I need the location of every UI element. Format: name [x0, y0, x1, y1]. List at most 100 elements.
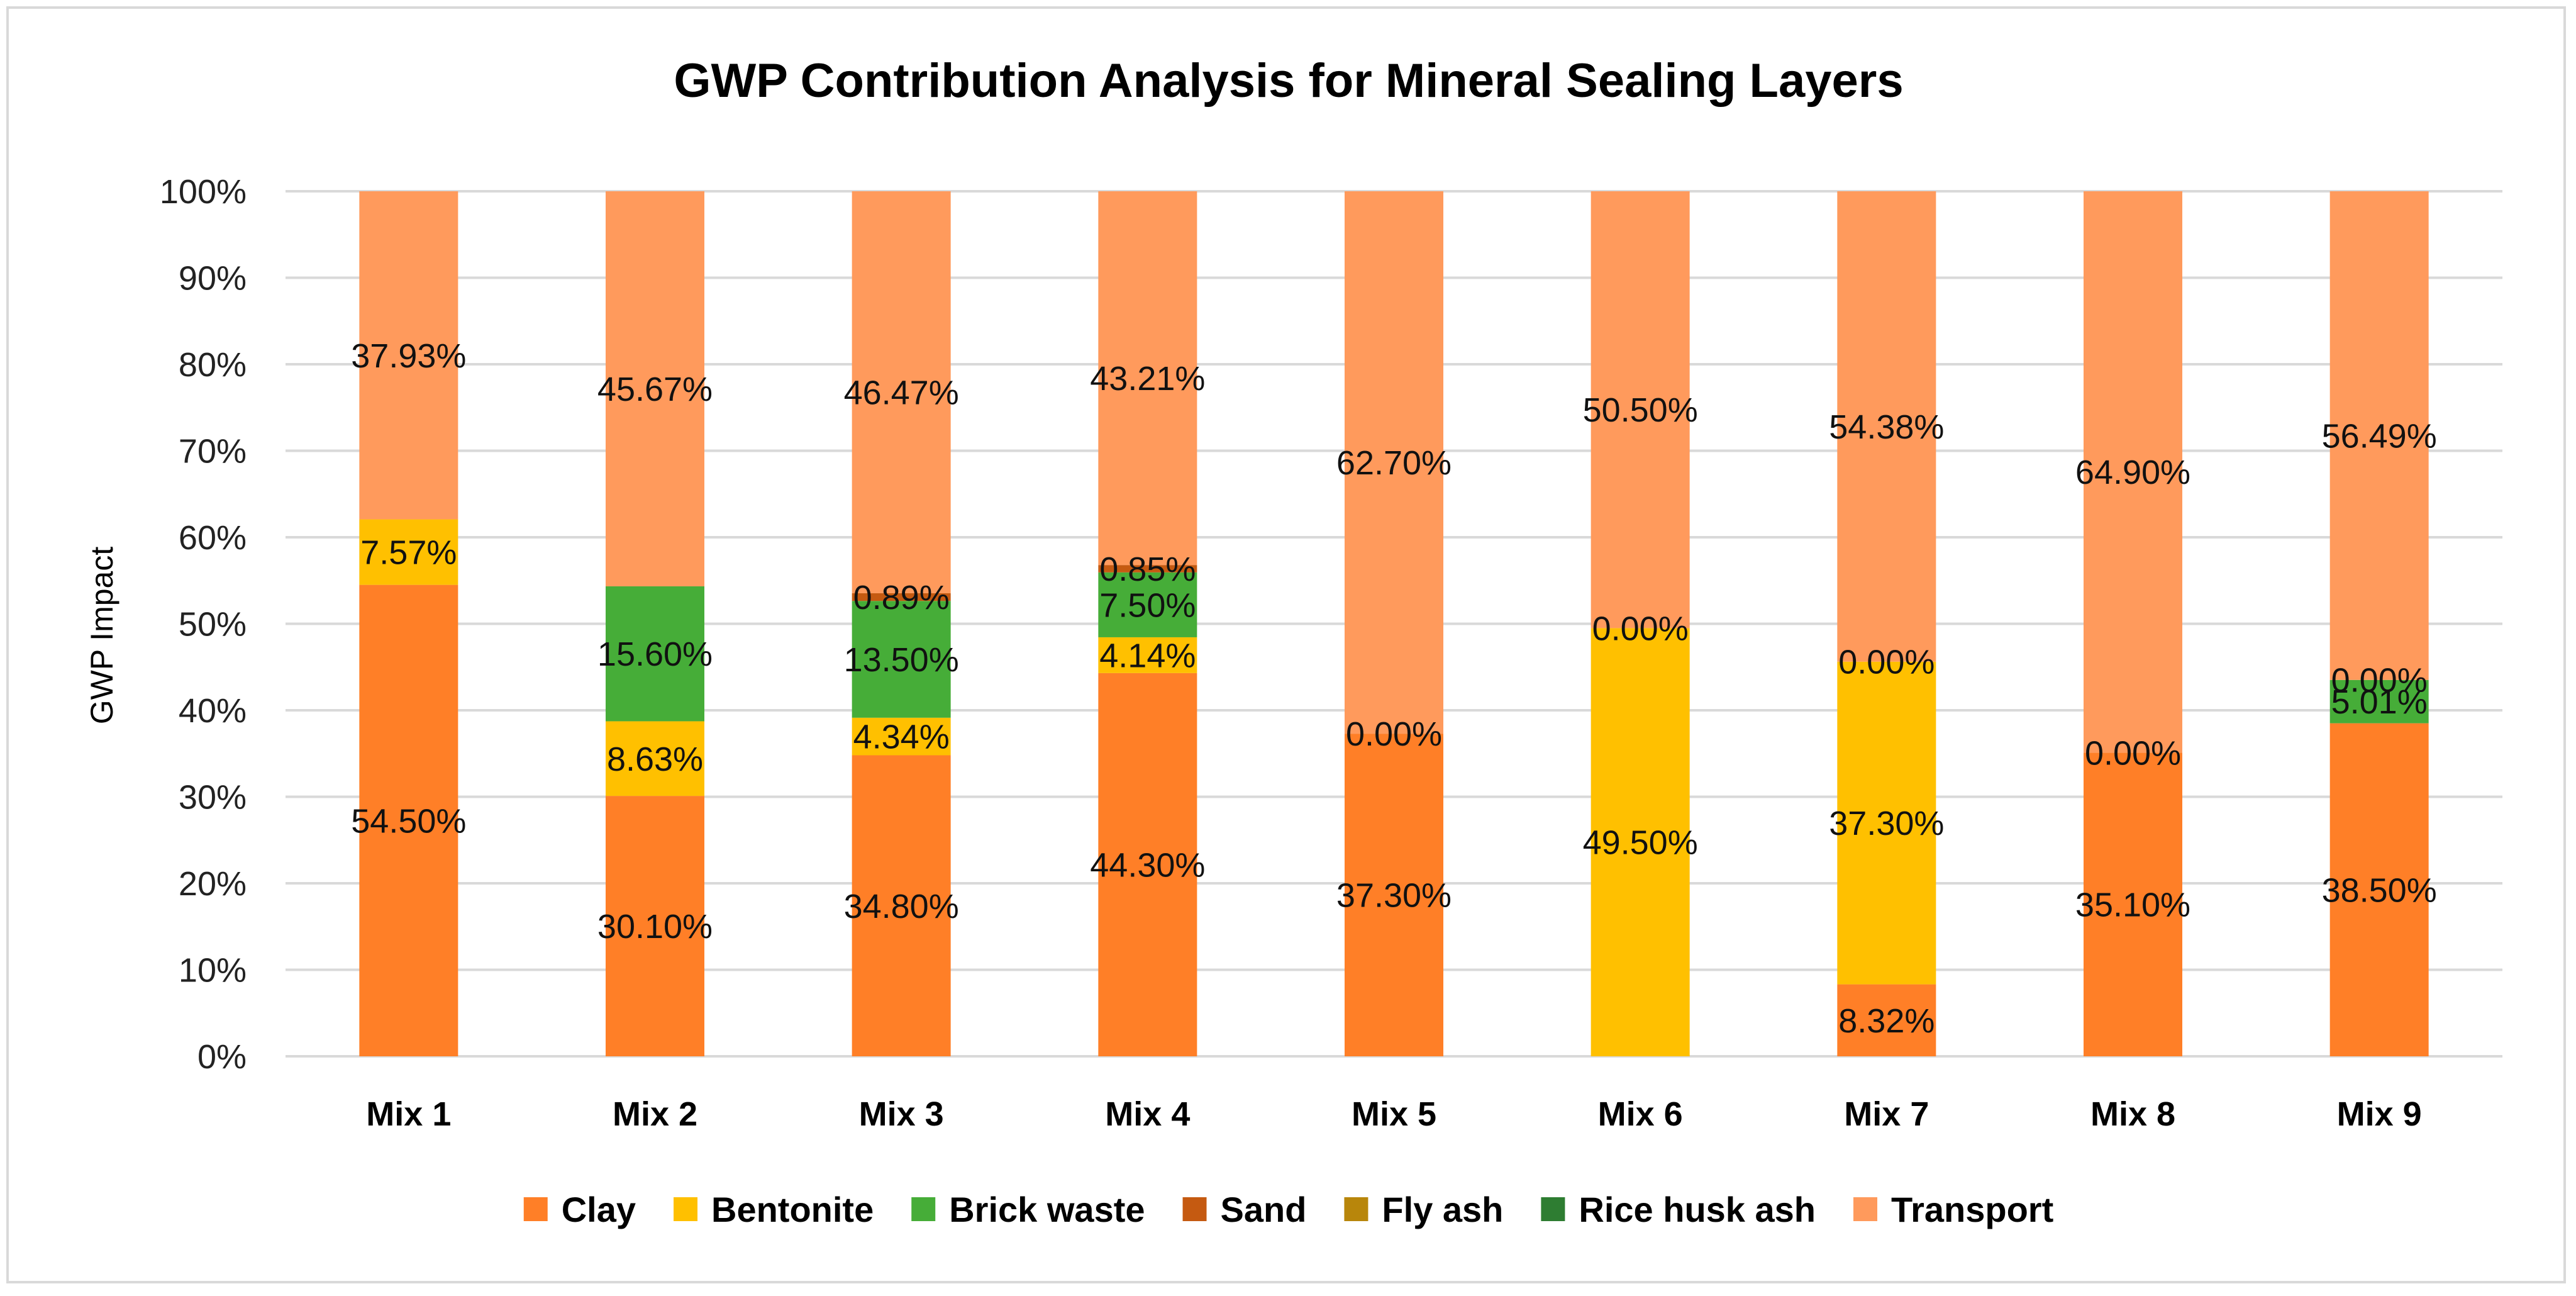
data-label: 37.30%	[1829, 805, 1944, 842]
y-tick-label: 90%	[179, 260, 247, 298]
bar-segment	[1098, 572, 1197, 637]
y-axis-ticks: 0% 10% 20% 30% 40% 50% 60% 70% 80% 90% 100%	[160, 173, 247, 1076]
x-category-label: Mix 7	[1844, 1095, 1929, 1133]
bar-segment	[606, 586, 704, 722]
bar-segment	[852, 755, 951, 1056]
bar-segment	[1591, 191, 1690, 628]
stacked-bar-chart: GWP Contribution Analysis for Mineral Se…	[84, 54, 2502, 1229]
y-tick-label: 80%	[179, 346, 247, 384]
legend-swatch	[523, 1197, 548, 1221]
data-label: 8.32%	[1838, 1002, 1935, 1040]
legend-swatch	[674, 1197, 698, 1221]
data-label: 4.34%	[853, 718, 950, 756]
bar-segment	[2329, 679, 2429, 723]
data-label: 34.80%	[844, 888, 959, 925]
legend-label: Fly ash	[1382, 1190, 1503, 1229]
y-tick-label: 70%	[179, 433, 247, 471]
x-category-label: Mix 6	[1598, 1095, 1683, 1133]
legend-item: Clay	[523, 1190, 636, 1229]
bar-segment	[606, 191, 704, 586]
bar-segment	[1591, 628, 1690, 1056]
data-label: 35.10%	[2075, 886, 2190, 924]
data-label: 0.85%	[1099, 550, 1196, 588]
x-category-label: Mix 3	[859, 1095, 944, 1133]
y-tick-label: 60%	[179, 519, 247, 557]
bar-segment	[2084, 191, 2182, 753]
data-label: 56.49%	[2322, 417, 2437, 455]
legend-label: Rice husk ash	[1579, 1190, 1816, 1229]
x-category-label: Mix 9	[2337, 1095, 2422, 1133]
x-category-label: Mix 5	[1352, 1095, 1436, 1133]
bar-segment	[1098, 565, 1197, 573]
y-tick-label: 30%	[179, 779, 247, 817]
y-tick-label: 20%	[179, 865, 247, 903]
bar-segment	[2329, 723, 2429, 1056]
bar-segment	[1837, 984, 1936, 1056]
data-label: 0.00%	[2085, 734, 2181, 772]
data-label: 54.50%	[351, 802, 466, 840]
y-tick-label: 0%	[197, 1038, 247, 1076]
legend-swatch	[1344, 1197, 1368, 1221]
data-label: 46.47%	[844, 374, 959, 411]
bar-segment	[1345, 191, 1443, 734]
x-category-label: Mix 1	[366, 1095, 451, 1133]
legend-label: Bentonite	[711, 1190, 874, 1229]
data-label: 62.70%	[1336, 444, 1452, 482]
data-label: 54.38%	[1829, 408, 1944, 446]
data-label: 64.90%	[2075, 454, 2190, 491]
bar-segment	[606, 721, 704, 796]
data-label: 45.67%	[597, 371, 713, 408]
data-label: 50.50%	[1583, 391, 1698, 429]
data-label: 0.00%	[1592, 610, 1689, 647]
legend-swatch	[1541, 1197, 1565, 1221]
legend-item: Sand	[1182, 1190, 1307, 1229]
bars	[359, 191, 2429, 1056]
bar-segment	[1345, 734, 1443, 1056]
legend-label: Transport	[1891, 1190, 2053, 1229]
data-label: 49.50%	[1583, 824, 1698, 862]
x-axis-categories: Mix 1 Mix 2 Mix 3 Mix 4 Mix 5 Mix 6 Mix 7 Mix 8…	[366, 1095, 2421, 1133]
legend-label: Clay	[562, 1190, 636, 1229]
bar-segment	[359, 191, 458, 520]
bar-segment	[359, 584, 458, 1056]
data-labels: 54.50% 7.57% 37.93% 30.10% 8.63% 15.60% 45.67%…	[351, 337, 2436, 1040]
x-category-label: Mix 4	[1105, 1095, 1190, 1133]
bar-segment	[852, 593, 951, 601]
legend-swatch	[1853, 1197, 1877, 1221]
bar-segment	[1098, 673, 1197, 1056]
data-label: 0.00%	[1838, 644, 1935, 681]
legend-label: Brick waste	[949, 1190, 1145, 1229]
bar-segment	[852, 601, 951, 718]
data-label: 38.50%	[2322, 871, 2437, 909]
data-label: 8.63%	[607, 740, 703, 778]
data-label: 13.50%	[844, 641, 959, 679]
bar-segment	[606, 796, 704, 1056]
bar-segment	[2329, 191, 2429, 680]
data-label: 0.00%	[2331, 662, 2428, 700]
bar-segment	[359, 519, 458, 585]
bar-segment	[1098, 191, 1197, 566]
bar-segment	[1837, 661, 1936, 985]
legend-item: Fly ash	[1344, 1190, 1503, 1229]
data-label: 15.60%	[597, 635, 713, 673]
data-label: 4.14%	[1099, 637, 1196, 674]
legend-item: Bentonite	[674, 1190, 874, 1229]
legend-item: Rice husk ash	[1541, 1190, 1816, 1229]
legend-swatch	[911, 1197, 936, 1221]
data-label: 37.30%	[1336, 877, 1452, 915]
legend: Clay Bentonite Brick waste Sand Fly ash Rice …	[523, 1190, 2053, 1229]
bar-segment	[1098, 637, 1197, 673]
bar-segment	[852, 717, 951, 756]
data-label: 7.57%	[360, 534, 457, 572]
data-label: 44.30%	[1090, 846, 1205, 884]
y-tick-label: 100%	[160, 173, 247, 211]
bar-segment	[1837, 191, 1936, 662]
chart-area: GWP Contribution Analysis for Mineral Se…	[6, 6, 2566, 1283]
x-category-label: Mix 2	[613, 1095, 697, 1133]
y-tick-label: 40%	[179, 692, 247, 730]
data-label: 0.00%	[1346, 715, 1442, 753]
legend-label: Sand	[1221, 1190, 1307, 1229]
y-tick-label: 50%	[179, 606, 247, 644]
legend-swatch	[1182, 1197, 1207, 1221]
bar-segment	[852, 191, 951, 593]
